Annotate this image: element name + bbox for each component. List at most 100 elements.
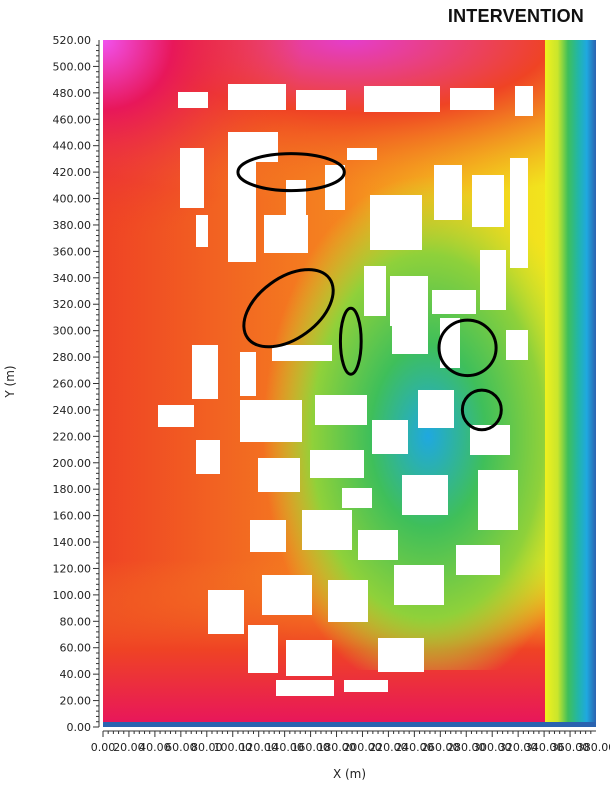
y-tick-label: 380.00 bbox=[53, 219, 92, 232]
building bbox=[258, 458, 300, 492]
building bbox=[286, 640, 332, 676]
building bbox=[432, 290, 476, 314]
y-tick-label: 180.00 bbox=[53, 483, 92, 496]
heatmap-field bbox=[103, 40, 596, 722]
building bbox=[364, 266, 386, 316]
y-tick-label: 20.00 bbox=[60, 695, 92, 708]
building bbox=[364, 86, 440, 112]
building bbox=[228, 132, 256, 262]
y-tick-label: 320.00 bbox=[53, 298, 92, 311]
building bbox=[264, 215, 308, 253]
highlight-ellipse bbox=[437, 318, 498, 378]
x-tick-label: 40.00 bbox=[139, 741, 171, 754]
building bbox=[392, 318, 428, 354]
x-tick-label: 340.00 bbox=[525, 741, 564, 754]
y-tick-label: 420.00 bbox=[53, 166, 92, 179]
y-tick-label: 100.00 bbox=[53, 589, 92, 602]
y-tick-label: 0.00 bbox=[67, 721, 92, 734]
x-tick-label: 140.00 bbox=[265, 741, 304, 754]
y-tick-label: 360.00 bbox=[53, 245, 92, 258]
building bbox=[506, 330, 528, 360]
buildings-layer bbox=[158, 84, 533, 696]
y-tick-label: 300.00 bbox=[53, 325, 92, 338]
building bbox=[480, 250, 506, 310]
x-tick-label: 300.00 bbox=[473, 741, 512, 754]
x-tick-label: 160.00 bbox=[291, 741, 330, 754]
building bbox=[192, 345, 218, 399]
building bbox=[394, 565, 444, 605]
x-tick-label: 240.00 bbox=[395, 741, 434, 754]
y-tick-label: 160.00 bbox=[53, 510, 92, 523]
building bbox=[434, 165, 462, 220]
y-tick-label: 140.00 bbox=[53, 536, 92, 549]
building bbox=[478, 470, 518, 530]
highlight-ellipses-layer bbox=[236, 152, 503, 432]
building bbox=[248, 625, 278, 673]
building bbox=[325, 165, 345, 210]
y-tick-label: 120.00 bbox=[53, 562, 92, 575]
field-right-gradient bbox=[545, 40, 596, 722]
building bbox=[286, 180, 306, 216]
highlight-ellipse bbox=[338, 306, 363, 376]
y-tick-label: 60.00 bbox=[60, 642, 92, 655]
x-tick-label: 180.00 bbox=[317, 741, 356, 754]
building bbox=[276, 680, 334, 696]
building bbox=[515, 86, 533, 116]
x-tick-label: 260.00 bbox=[421, 741, 460, 754]
x-tick-label: 280.00 bbox=[447, 741, 486, 754]
highlight-ellipse bbox=[460, 388, 503, 432]
building bbox=[378, 638, 424, 672]
building bbox=[310, 450, 364, 478]
x-tick-label: 20.00 bbox=[113, 741, 145, 754]
y-axis-title: Y (m) bbox=[3, 365, 17, 398]
building bbox=[372, 420, 408, 454]
building bbox=[178, 92, 208, 108]
building bbox=[315, 395, 367, 425]
x-tick-label: 200.00 bbox=[343, 741, 382, 754]
x-tick-label: 220.00 bbox=[369, 741, 408, 754]
y-tick-label: 200.00 bbox=[53, 457, 92, 470]
building bbox=[250, 520, 286, 552]
x-tick-label: 0.00 bbox=[91, 741, 116, 754]
y-tick-label: 80.00 bbox=[60, 615, 92, 628]
x-tick-label: 80.00 bbox=[191, 741, 223, 754]
x-tick-label: 60.00 bbox=[165, 741, 197, 754]
y-tick-label: 260.00 bbox=[53, 378, 92, 391]
y-tick-label: 40.00 bbox=[60, 668, 92, 681]
y-tick-label: 240.00 bbox=[53, 404, 92, 417]
building bbox=[296, 90, 346, 110]
building bbox=[208, 590, 244, 634]
building bbox=[370, 195, 422, 250]
building bbox=[510, 158, 528, 268]
x-axis: 0.0020.0040.0060.0080.00100.00120.00140.… bbox=[91, 730, 610, 754]
y-tick-label: 460.00 bbox=[53, 113, 92, 126]
x-tick-label: 360.00 bbox=[551, 741, 590, 754]
y-tick-label: 400.00 bbox=[53, 193, 92, 206]
x-tick-label: 120.00 bbox=[239, 741, 278, 754]
building bbox=[390, 276, 428, 326]
building bbox=[196, 215, 208, 247]
highlight-ellipse bbox=[236, 152, 346, 193]
x-tick-label: 380.00 bbox=[577, 741, 610, 754]
y-tick-label: 520.00 bbox=[53, 34, 92, 47]
building bbox=[228, 84, 286, 110]
y-tick-label: 480.00 bbox=[53, 87, 92, 100]
x-axis-title: X (m) bbox=[333, 767, 366, 781]
building bbox=[342, 488, 372, 508]
y-tick-label: 340.00 bbox=[53, 272, 92, 285]
building bbox=[328, 580, 368, 622]
building bbox=[456, 545, 500, 575]
building bbox=[450, 88, 494, 110]
building bbox=[347, 148, 377, 160]
building bbox=[272, 345, 332, 361]
y-tick-label: 220.00 bbox=[53, 430, 92, 443]
building bbox=[180, 148, 204, 208]
y-axis: 0.00 20.00 40.00 60.00 80.00 100.00 120.00 140.… bbox=[53, 34, 100, 734]
y-tick-label: 280.00 bbox=[53, 351, 92, 364]
y-tick-label: 440.00 bbox=[53, 140, 92, 153]
highlight-ellipse bbox=[242, 268, 335, 349]
building bbox=[402, 475, 448, 515]
building bbox=[358, 530, 398, 560]
x-tick-label: 320.00 bbox=[499, 741, 538, 754]
